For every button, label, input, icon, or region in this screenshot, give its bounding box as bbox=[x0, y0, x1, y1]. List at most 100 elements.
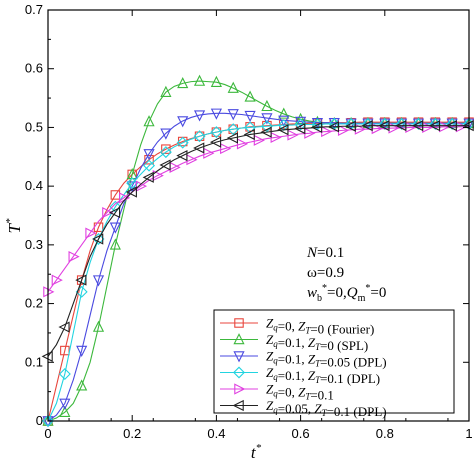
data-point bbox=[294, 123, 306, 135]
annotation-omega: ω=0.9 bbox=[307, 265, 344, 281]
data-point bbox=[42, 415, 54, 427]
legend-box bbox=[213, 309, 455, 414]
data-point bbox=[211, 127, 222, 137]
legend-label: Zq=0, ZT=0 (Fourier) bbox=[266, 316, 374, 337]
legend-label: Zq=0.1, ZT=0.05 (DPL) bbox=[266, 349, 387, 370]
data-point bbox=[76, 345, 88, 357]
data-point bbox=[428, 120, 441, 132]
data-point bbox=[227, 123, 240, 136]
data-point bbox=[226, 132, 238, 144]
data-point bbox=[51, 274, 63, 286]
data-point bbox=[59, 398, 71, 410]
data-point bbox=[295, 112, 307, 124]
data-point bbox=[294, 118, 307, 131]
data-point bbox=[142, 171, 154, 183]
data-point bbox=[210, 75, 222, 87]
data-point bbox=[177, 76, 189, 89]
data-point bbox=[60, 345, 70, 356]
data-point bbox=[210, 126, 223, 139]
data-point bbox=[102, 206, 114, 219]
data-point bbox=[159, 159, 171, 171]
data-point bbox=[260, 126, 272, 138]
y-tick-label: 0.5 bbox=[25, 119, 43, 134]
data-point bbox=[177, 116, 189, 128]
y-tick-label: 0.6 bbox=[25, 61, 43, 76]
data-point bbox=[143, 159, 156, 172]
x-axis-label: t* bbox=[251, 442, 262, 461]
annotations: N=0.1 ω=0.9 wb*=0,Qm*=0 bbox=[306, 245, 386, 304]
data-point bbox=[278, 115, 290, 127]
data-point bbox=[261, 99, 273, 112]
data-point bbox=[92, 320, 105, 332]
data-point bbox=[92, 275, 105, 287]
y-tick-label: 0.3 bbox=[25, 237, 43, 252]
data-point bbox=[227, 81, 239, 93]
data-point bbox=[311, 121, 323, 134]
y-tick-label: 0.2 bbox=[25, 296, 43, 311]
data-point bbox=[58, 368, 71, 381]
data-point bbox=[193, 74, 206, 86]
data-point bbox=[143, 115, 155, 127]
data-point bbox=[244, 121, 257, 134]
data-point bbox=[176, 136, 189, 149]
legend-label: Zq=0.05, ZT=0.1 (DPL) bbox=[266, 398, 387, 419]
x-tick-label: 0 bbox=[44, 426, 51, 441]
data-point bbox=[160, 85, 172, 97]
data-point bbox=[58, 321, 70, 333]
data-point bbox=[143, 149, 155, 161]
x-tick-label: 0.4 bbox=[207, 426, 225, 441]
data-point bbox=[395, 117, 408, 130]
data-point bbox=[92, 233, 105, 245]
legend-swatch-marker bbox=[233, 333, 245, 345]
data-point bbox=[412, 117, 425, 130]
data-point bbox=[59, 405, 71, 417]
data-point bbox=[395, 120, 407, 132]
legend-entry: Zq=0.1, ZT=0.05 (DPL) bbox=[220, 349, 387, 370]
legend-entry: Zq=0, ZT=0 (Fourier) bbox=[220, 316, 374, 337]
data-point bbox=[378, 120, 390, 132]
legend-label: Zq=0.1, ZT=0 (SPL) bbox=[266, 332, 368, 353]
legend-swatch-marker bbox=[234, 383, 246, 395]
data-point bbox=[85, 227, 97, 239]
legend-label: Zq=0.1, ZT=0.1 (DPL) bbox=[266, 365, 380, 386]
data-point bbox=[253, 134, 265, 146]
axes: 0 0.2 0.4 0.6 0.8 1 0 0.1 0.2 0.3 0.4 0.5 0.6 0.7 bbox=[25, 2, 473, 441]
data-point bbox=[361, 120, 373, 132]
data-point bbox=[210, 108, 222, 120]
data-point bbox=[260, 120, 273, 133]
annotation-n: N=0.1 bbox=[306, 245, 344, 261]
data-point bbox=[277, 124, 289, 136]
legend-entry: Zq=0, ZT=0.1 bbox=[220, 382, 334, 403]
legend-swatch-marker bbox=[232, 399, 244, 412]
legend-entry: Zq=0.1, ZT=0 (SPL) bbox=[220, 332, 368, 353]
x-tick-label: 0.6 bbox=[292, 426, 310, 441]
legend: Zq=0, ZT=0 (Fourier)Zq=0.1, ZT=0 (SPL)Zq… bbox=[213, 309, 455, 419]
data-point bbox=[244, 90, 256, 102]
data-point bbox=[194, 131, 205, 141]
legend-label: Zq=0, ZT=0.1 bbox=[266, 382, 334, 403]
data-point bbox=[209, 136, 222, 148]
x-tick-label: 0.2 bbox=[123, 426, 141, 441]
data-point bbox=[244, 110, 256, 123]
data-point bbox=[125, 186, 137, 198]
legend-swatch-marker bbox=[234, 318, 244, 328]
y-tick-label: 0.1 bbox=[25, 354, 43, 369]
legend-entry: Zq=0.05, ZT=0.1 (DPL) bbox=[220, 398, 387, 419]
data-point bbox=[445, 120, 457, 132]
legend-swatch-marker bbox=[233, 366, 245, 379]
data-point bbox=[126, 177, 139, 190]
data-point bbox=[236, 138, 249, 150]
data-point bbox=[278, 107, 290, 119]
data-point bbox=[92, 233, 104, 245]
data-point bbox=[446, 117, 459, 130]
data-point bbox=[160, 128, 172, 140]
data-point bbox=[68, 251, 80, 263]
x-tick-label: 0.8 bbox=[376, 426, 394, 441]
data-point bbox=[109, 238, 121, 250]
data-point bbox=[344, 120, 356, 132]
data-point bbox=[144, 154, 154, 165]
data-point bbox=[109, 222, 121, 234]
data-point bbox=[159, 146, 172, 159]
data-point bbox=[220, 142, 232, 155]
